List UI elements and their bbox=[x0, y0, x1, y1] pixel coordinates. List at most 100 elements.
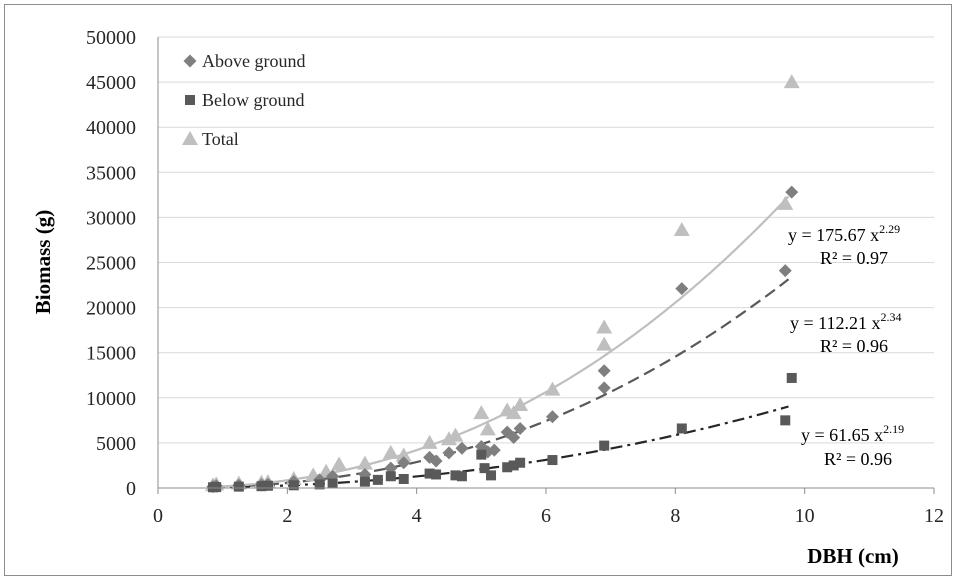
triangle-point bbox=[395, 447, 412, 462]
triangle-point bbox=[596, 336, 613, 351]
equation-below-exponent: 2.19 bbox=[883, 422, 904, 436]
x-tick-label: 4 bbox=[412, 505, 422, 527]
x-tick-label: 12 bbox=[924, 505, 944, 527]
triangle-point bbox=[447, 427, 464, 442]
x-tick-label: 0 bbox=[153, 505, 163, 527]
triangle-point bbox=[331, 456, 348, 471]
svg-text:y = 112.21 x2.34: y = 112.21 x2.34 bbox=[790, 310, 901, 333]
triangle-point bbox=[777, 195, 794, 210]
square-point bbox=[479, 463, 490, 474]
legend-marker-square bbox=[185, 95, 195, 105]
gridlines bbox=[158, 36, 934, 444]
equation-total: y = 175.67 x2.29 R² = 0.97 bbox=[788, 222, 900, 268]
square-point bbox=[676, 423, 687, 434]
triangle-point bbox=[596, 319, 613, 334]
square-point bbox=[262, 480, 273, 491]
fit-curves bbox=[212, 195, 790, 489]
y-tick-label: 40000 bbox=[86, 117, 136, 139]
y-tick-label: 45000 bbox=[86, 72, 136, 94]
square-point bbox=[486, 470, 497, 481]
square-point bbox=[327, 478, 338, 489]
y-tick-label: 30000 bbox=[86, 207, 136, 229]
square-point bbox=[233, 481, 244, 492]
y-tick-label: 10000 bbox=[86, 388, 136, 410]
fit-curve-below-ground bbox=[212, 405, 789, 489]
square-point bbox=[398, 473, 409, 484]
square-point bbox=[424, 468, 435, 479]
triangle-point bbox=[421, 434, 438, 449]
triangle-point bbox=[441, 431, 457, 446]
triangle-point bbox=[356, 455, 373, 470]
square-point bbox=[359, 476, 370, 487]
triangle-point bbox=[382, 444, 399, 459]
legend-label: Below ground bbox=[202, 90, 305, 110]
triangle-point bbox=[505, 405, 522, 420]
equation-above-text: y = 112.21 x bbox=[790, 313, 880, 333]
y-tick-label: 50000 bbox=[86, 27, 136, 49]
triangle-point bbox=[544, 381, 561, 396]
diamond-point bbox=[507, 430, 521, 444]
triangle-point bbox=[473, 405, 490, 420]
diamond-point bbox=[397, 456, 411, 470]
svg-text:y = 61.65 x2.19: y = 61.65 x2.19 bbox=[801, 422, 904, 445]
x-tick-labels: 0 2 4 6 8 10 12 bbox=[153, 505, 944, 527]
diamond-point bbox=[597, 364, 611, 378]
triangle-point bbox=[479, 421, 496, 436]
square-point bbox=[211, 482, 222, 493]
equation-total-exponent: 2.29 bbox=[879, 222, 900, 236]
diamond-point bbox=[487, 443, 501, 457]
y-tick-label: 5000 bbox=[96, 433, 136, 455]
equation-above-exponent: 2.34 bbox=[880, 310, 901, 324]
series-total bbox=[204, 74, 800, 492]
legend-marker-triangle bbox=[182, 131, 198, 145]
legend-label: Above ground bbox=[202, 51, 305, 71]
diamond-point bbox=[778, 264, 792, 278]
x-tick-label: 8 bbox=[670, 505, 680, 527]
legend-label: Total bbox=[202, 129, 239, 149]
triangle-point bbox=[512, 397, 529, 412]
series-below-ground bbox=[207, 372, 797, 493]
svg-text:y = 175.67 x2.29: y = 175.67 x2.29 bbox=[788, 222, 900, 245]
equation-total-text: y = 175.67 x bbox=[788, 225, 879, 245]
square-point bbox=[547, 455, 558, 466]
equation-below-text: y = 61.65 x bbox=[801, 425, 883, 445]
square-point bbox=[515, 457, 526, 468]
equation-total-r2: R² = 0.97 bbox=[820, 248, 888, 268]
legend: Above ground Below ground Total bbox=[182, 51, 305, 149]
square-point bbox=[456, 471, 467, 482]
square-point bbox=[476, 449, 487, 460]
square-point bbox=[502, 462, 513, 473]
y-axis-title: Biomass (g) bbox=[31, 210, 55, 314]
diamond-point bbox=[442, 446, 456, 460]
chart-frame bbox=[4, 4, 952, 576]
square-point bbox=[288, 480, 299, 491]
diamond-point bbox=[545, 410, 559, 424]
diamond-point bbox=[513, 421, 527, 435]
equation-above-ground: y = 112.21 x2.34 R² = 0.96 bbox=[790, 310, 901, 356]
series-above-ground bbox=[206, 185, 799, 494]
square-point bbox=[314, 479, 325, 490]
square-point bbox=[372, 474, 383, 485]
legend-marker-diamond bbox=[183, 54, 197, 68]
y-tick-label: 25000 bbox=[86, 253, 136, 275]
triangle-point bbox=[673, 222, 690, 237]
y-tick-label: 35000 bbox=[86, 162, 136, 184]
fit-curve-above-ground bbox=[212, 278, 790, 489]
equation-below-r2: R² = 0.96 bbox=[824, 449, 892, 469]
square-point bbox=[786, 372, 797, 383]
x-tick-label: 6 bbox=[541, 505, 551, 527]
y-tick-label: 20000 bbox=[86, 298, 136, 320]
equation-above-r2: R² = 0.96 bbox=[820, 336, 888, 356]
square-point bbox=[780, 415, 791, 426]
diamond-point bbox=[675, 282, 689, 296]
square-point bbox=[256, 481, 267, 492]
axes bbox=[157, 37, 935, 494]
triangle-point bbox=[783, 74, 800, 89]
diamond-point bbox=[429, 454, 443, 468]
y-tick-labels: 0 5000 10000 15000 20000 25000 30000 35000 40000… bbox=[86, 27, 136, 500]
y-tick-label: 15000 bbox=[86, 343, 136, 365]
diamond-point bbox=[455, 441, 469, 455]
x-tick-label: 10 bbox=[795, 505, 815, 527]
data-points bbox=[204, 74, 800, 494]
